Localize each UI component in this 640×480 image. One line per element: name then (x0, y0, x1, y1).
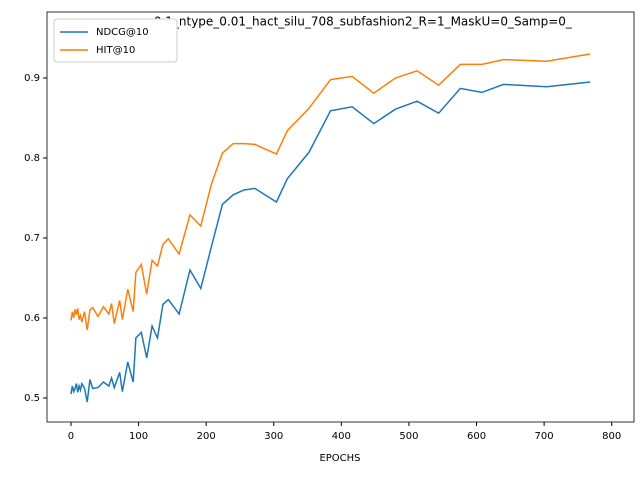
legend-label: NDCG@10 (96, 27, 149, 38)
y-tick-label: 0.6 (24, 313, 40, 324)
x-tick-label: 100 (129, 431, 148, 442)
x-tick-label: 400 (332, 431, 351, 442)
y-tick-label: 0.7 (24, 233, 40, 244)
x-tick-label: 600 (467, 431, 486, 442)
data-line (70, 81, 591, 403)
chart-title: _nmax_0.1_ntype_0.01_hact_silu_708_subfa… (107, 15, 573, 29)
y-tick-label: 0.5 (24, 393, 40, 404)
legend-label: HIT@10 (96, 45, 135, 56)
y-tick-label: 0.8 (24, 153, 40, 164)
x-tick-label: 200 (197, 431, 216, 442)
x-tick-label: 500 (399, 431, 418, 442)
x-tick-label: 700 (535, 431, 554, 442)
data-line (70, 53, 591, 331)
x-tick-label: 800 (602, 431, 621, 442)
x-tick-label: 0 (68, 431, 74, 442)
x-axis-label: EPOCHS (319, 453, 360, 464)
legend-box (53, 18, 178, 63)
y-tick-label: 0.9 (24, 73, 40, 84)
x-tick-label: 300 (264, 431, 283, 442)
axes-frame (46, 11, 635, 423)
